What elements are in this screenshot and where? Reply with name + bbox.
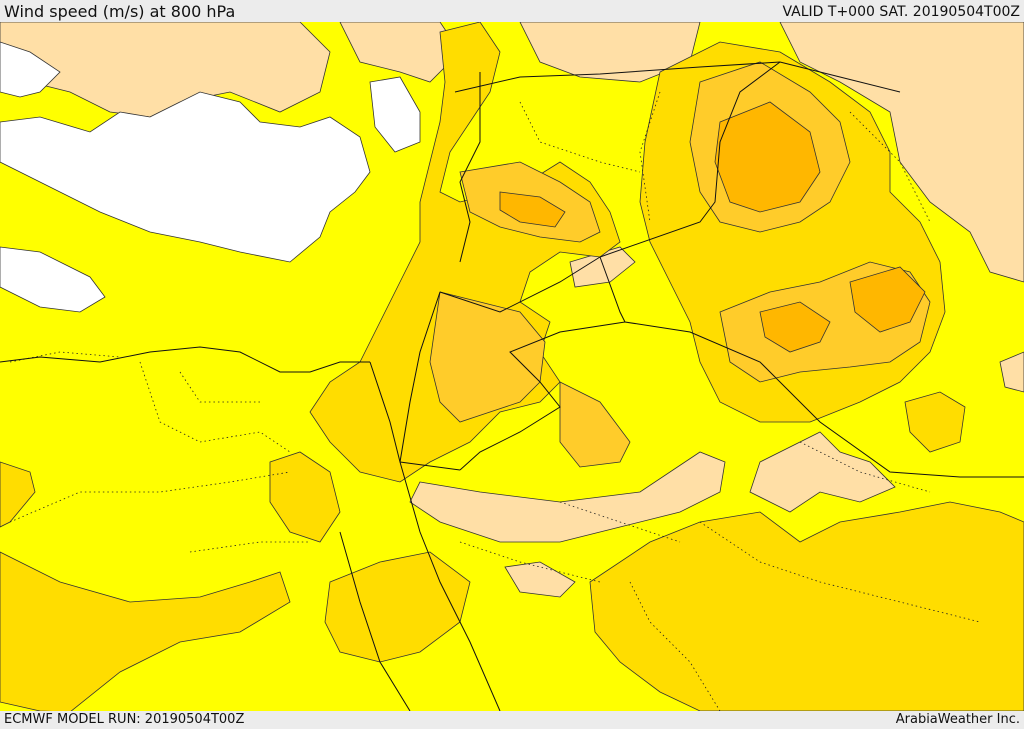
credit-label: ArabiaWeather Inc.	[895, 712, 1020, 727]
elevated-wind-area-saudi-mid	[559, 381, 631, 468]
calm-area-mediterranean	[0, 91, 371, 263]
low-wind-area-syria-north	[339, 22, 461, 83]
low-wind-area-iraq-south	[749, 431, 896, 513]
calm-area-cyprus-sea	[369, 76, 421, 153]
moderate-wind-area-egypt-north	[0, 551, 291, 711]
north-africa-coastline	[0, 346, 370, 373]
moderate-wind-area-sinai	[269, 451, 341, 543]
calm-area-west	[0, 246, 106, 313]
low-wind-area-iran	[779, 22, 1024, 283]
low-wind-area-saudi-north	[409, 451, 726, 543]
high-wind-area-syria	[499, 191, 566, 228]
moderate-wind-area-saudi-west	[324, 551, 471, 663]
country-borders	[339, 61, 1024, 711]
moderate-wind-area-west-edge	[0, 461, 36, 528]
header-bar: Wind speed (m/s) at 800 hPa VALID T+000 …	[0, 0, 1024, 22]
province-borders	[9, 91, 981, 711]
map-title: Wind speed (m/s) at 800 hPa	[4, 2, 236, 21]
footer-bar: ECMWF MODEL RUN: 20190504T00Z ArabiaWeat…	[0, 711, 1024, 729]
moderate-wind-area-levant	[309, 22, 621, 483]
calm-area-aegean	[0, 41, 61, 98]
low-wind-area-gulf	[999, 351, 1024, 393]
wind-speed-map	[0, 22, 1024, 711]
valid-time: VALID T+000 SAT. 20190504T00Z	[782, 4, 1020, 20]
low-wind-area-jordan	[569, 246, 636, 288]
low-wind-area-turkey-east	[519, 22, 701, 83]
high-wind-area-iraq-north	[714, 101, 821, 213]
low-wind-area-saudi-central	[504, 561, 576, 598]
moderate-wind-area-kuwait	[904, 391, 966, 453]
model-run-label: ECMWF MODEL RUN: 20190504T00Z	[4, 712, 245, 727]
high-wind-area-iraq-south	[759, 301, 831, 353]
moderate-wind-area-saudi-south	[589, 501, 1024, 711]
high-wind-area-iraq-east	[849, 266, 926, 333]
weather-map	[0, 22, 1024, 711]
